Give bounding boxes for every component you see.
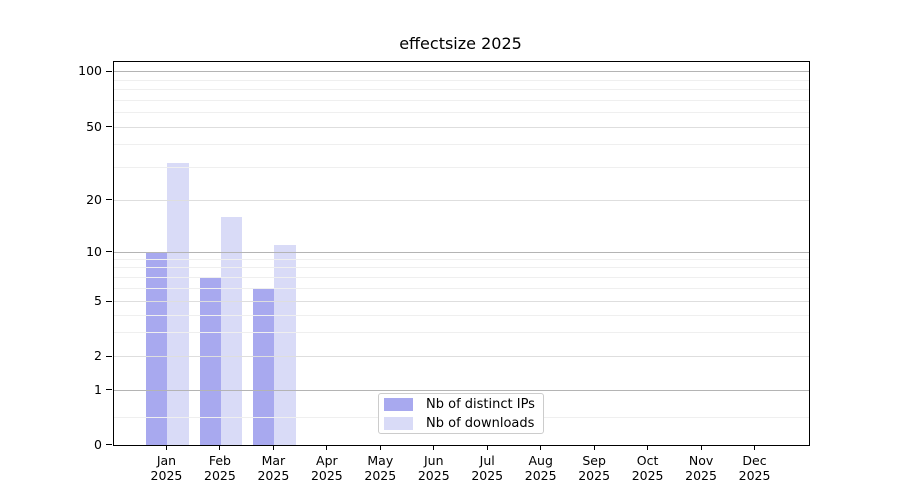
x-axis-label: Jun 2025 <box>417 453 450 483</box>
x-axis-label: Jan 2025 <box>150 453 183 483</box>
x-tick-mark <box>754 446 756 450</box>
bar-downloads <box>220 216 243 445</box>
legend-label: Nb of distinct IPs <box>426 396 535 412</box>
x-axis-label: Aug 2025 <box>524 453 557 483</box>
gridline-minor <box>114 79 809 81</box>
x-axis-label: Apr 2025 <box>310 453 343 483</box>
y-tick-mark <box>106 70 112 72</box>
x-axis-label: Mar 2025 <box>257 453 290 483</box>
legend-item: Nb of downloads <box>384 415 538 431</box>
y-axis-tick-label: 1 <box>94 381 102 397</box>
y-tick-mark <box>106 444 112 445</box>
bar-distinct-ips <box>199 277 221 445</box>
x-tick-mark <box>433 446 435 450</box>
x-tick-mark <box>486 446 488 450</box>
y-axis-tick-label: 50 <box>86 118 102 134</box>
y-tick-mark <box>106 199 112 200</box>
x-axis-label: Oct 2025 <box>631 453 664 483</box>
y-tick-mark <box>106 300 112 302</box>
x-axis-label: Nov 2025 <box>685 453 717 483</box>
y-tick-mark <box>106 389 112 391</box>
y-axis-tick-label: 20 <box>86 191 102 207</box>
y-axis-tick-label: 10 <box>86 243 102 259</box>
x-tick-mark <box>379 446 381 450</box>
x-tick-mark <box>219 446 221 450</box>
gridline-minor <box>114 331 809 333</box>
x-tick-mark <box>647 446 649 450</box>
y-axis-tick-label: 2 <box>94 348 102 363</box>
gridline-major <box>114 71 809 73</box>
gridline-minor <box>114 144 809 146</box>
legend-item: Nb of distinct IPs <box>384 396 538 412</box>
gridline-major <box>114 126 809 128</box>
y-axis-tick-label: 0 <box>94 436 102 452</box>
gridline-minor <box>114 89 809 90</box>
gridline-major <box>114 301 809 303</box>
x-tick-mark <box>540 446 542 450</box>
gridline-minor <box>114 99 809 101</box>
x-tick-mark <box>272 446 274 450</box>
bar-distinct-ips <box>252 288 275 445</box>
y-tick-mark <box>106 251 112 252</box>
bar-distinct-ips <box>146 252 168 445</box>
x-axis-label: May 2025 <box>364 453 397 483</box>
gridline-major <box>114 199 809 201</box>
x-tick-mark <box>165 446 167 450</box>
gridline-minor <box>114 288 809 290</box>
chart-title: effectsize 2025 <box>399 34 522 53</box>
x-tick-mark <box>700 446 702 450</box>
gridline-minor <box>114 167 809 169</box>
x-axis-label: Sep 2025 <box>578 453 611 483</box>
gridline-minor <box>114 259 809 261</box>
y-tick-mark <box>106 355 112 357</box>
x-tick-mark <box>326 446 328 450</box>
gridline-major <box>114 389 809 391</box>
bar-downloads <box>167 162 189 445</box>
legend: Nb of distinct IPs Nb of downloads <box>378 393 544 434</box>
bar-downloads <box>274 244 296 445</box>
gridline-minor <box>114 277 809 279</box>
y-axis-tick-label: 5 <box>94 293 102 309</box>
x-axis-label: Jul 2025 <box>471 453 504 483</box>
gridline-minor <box>114 267 809 269</box>
x-tick-mark <box>593 446 595 450</box>
gridline-major <box>114 251 809 253</box>
y-axis-tick-label: 100 <box>78 63 102 79</box>
legend-swatch-downloads <box>384 416 413 430</box>
gridline-major <box>114 356 809 357</box>
gridline-minor <box>114 314 809 316</box>
legend-swatch-distinct-ips <box>384 397 413 411</box>
x-axis-label: Feb 2025 <box>204 453 236 483</box>
gridline-minor <box>114 111 809 113</box>
legend-label: Nb of downloads <box>426 415 535 431</box>
plot-area <box>113 61 810 446</box>
x-axis-label: Dec 2025 <box>738 453 771 483</box>
y-tick-mark <box>106 126 112 127</box>
